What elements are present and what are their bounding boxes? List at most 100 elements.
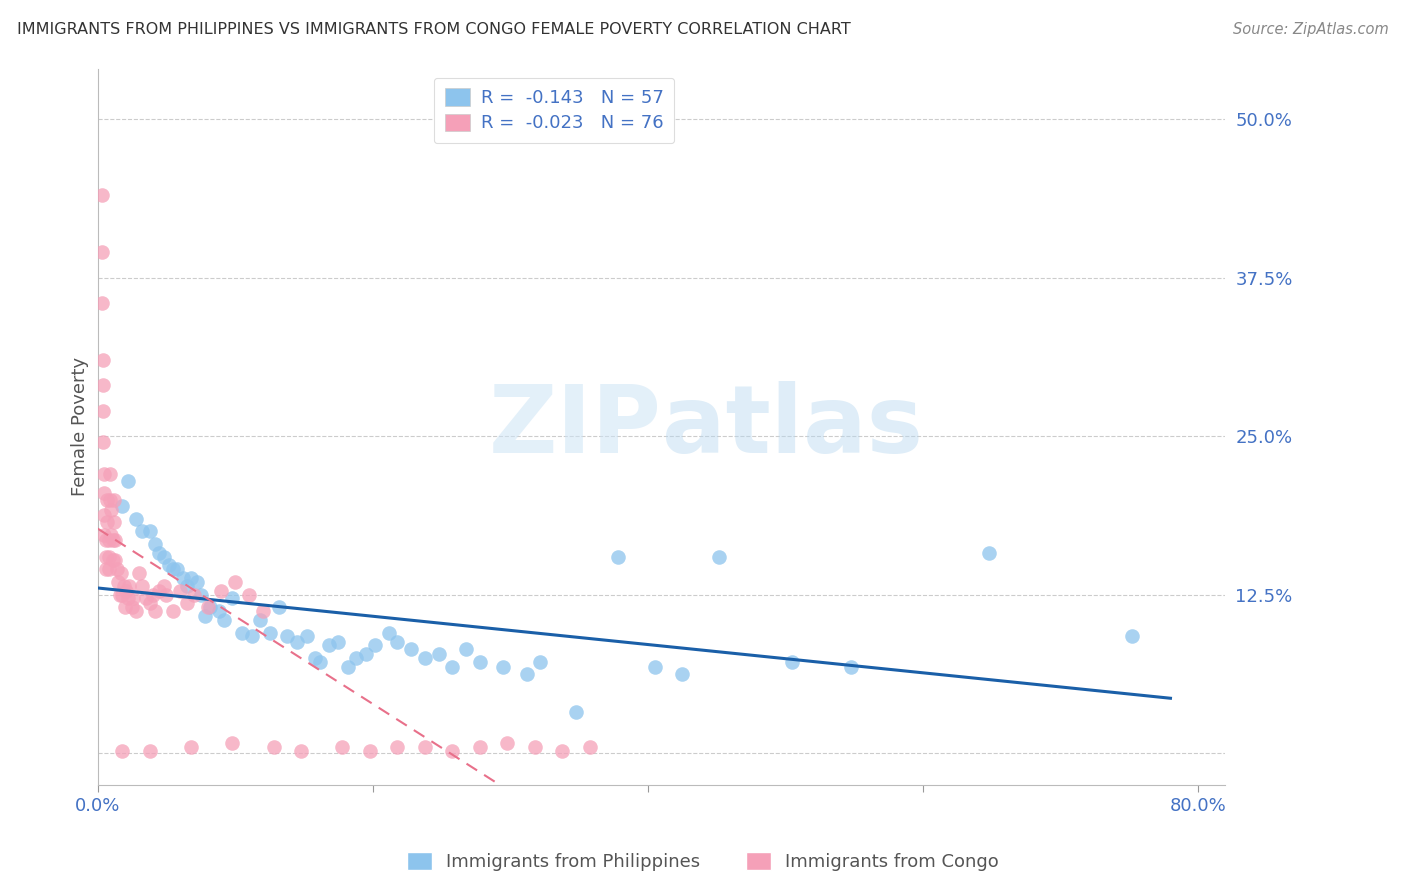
Point — [97, 562, 120, 576]
Point — [148, 546, 170, 560]
Point — [91, 378, 114, 392]
Y-axis label: Female Poverty: Female Poverty — [72, 357, 89, 496]
Point — [169, 583, 191, 598]
Point — [117, 474, 139, 488]
Point — [96, 492, 118, 507]
Point — [115, 583, 138, 598]
Point — [90, 245, 112, 260]
Point — [142, 588, 165, 602]
Point — [644, 660, 666, 674]
Point — [121, 600, 143, 615]
Point — [551, 743, 574, 757]
Point — [180, 739, 202, 754]
Point — [131, 524, 153, 539]
Point — [94, 549, 117, 564]
Point — [97, 533, 120, 547]
Point — [295, 629, 318, 643]
Point — [212, 613, 235, 627]
Point — [152, 549, 174, 564]
Point — [441, 743, 464, 757]
Point — [180, 571, 202, 585]
Point — [276, 629, 298, 643]
Point — [122, 591, 145, 606]
Point — [91, 353, 114, 368]
Point — [94, 562, 117, 576]
Point — [606, 549, 628, 564]
Point — [1121, 629, 1143, 643]
Point — [143, 537, 166, 551]
Point — [108, 588, 131, 602]
Point — [104, 533, 127, 547]
Point — [387, 739, 409, 754]
Point — [224, 574, 246, 589]
Point — [200, 600, 222, 615]
Point — [100, 528, 122, 542]
Point — [103, 492, 125, 507]
Point — [194, 609, 217, 624]
Point — [231, 625, 253, 640]
Point — [413, 651, 436, 665]
Point — [441, 660, 464, 674]
Point — [101, 533, 124, 547]
Point — [93, 508, 115, 522]
Legend: R =  -0.143   N = 57, R =  -0.023   N = 76: R = -0.143 N = 57, R = -0.023 N = 76 — [433, 78, 675, 143]
Point — [162, 562, 184, 576]
Point — [240, 629, 263, 643]
Point — [221, 736, 243, 750]
Point — [112, 579, 135, 593]
Point — [671, 667, 693, 681]
Point — [111, 499, 134, 513]
Point — [91, 435, 114, 450]
Point — [387, 634, 409, 648]
Point — [285, 634, 308, 648]
Point — [318, 638, 340, 652]
Point — [344, 651, 367, 665]
Point — [221, 591, 243, 606]
Point — [110, 566, 132, 580]
Point — [125, 604, 148, 618]
Point — [125, 511, 148, 525]
Point — [456, 642, 478, 657]
Point — [332, 739, 354, 754]
Point — [336, 660, 359, 674]
Point — [249, 613, 271, 627]
Point — [97, 549, 120, 564]
Point — [468, 655, 491, 669]
Point — [101, 553, 124, 567]
Point — [96, 516, 118, 530]
Point — [523, 739, 546, 754]
Point — [166, 562, 188, 576]
Point — [90, 296, 112, 310]
Point — [304, 651, 326, 665]
Text: Source: ZipAtlas.com: Source: ZipAtlas.com — [1233, 22, 1389, 37]
Point — [103, 516, 125, 530]
Point — [98, 467, 121, 482]
Text: IMMIGRANTS FROM PHILIPPINES VS IMMIGRANTS FROM CONGO FEMALE POVERTY CORRELATION : IMMIGRANTS FROM PHILIPPINES VS IMMIGRANT… — [17, 22, 851, 37]
Point — [259, 625, 281, 640]
Point — [413, 739, 436, 754]
Point — [328, 634, 350, 648]
Point — [263, 739, 285, 754]
Point — [209, 583, 232, 598]
Point — [378, 625, 401, 640]
Point — [172, 571, 194, 585]
Point — [977, 546, 1000, 560]
Point — [190, 588, 212, 602]
Point — [238, 588, 260, 602]
Point — [94, 533, 117, 547]
Point — [91, 404, 114, 418]
Point — [139, 743, 162, 757]
Point — [131, 579, 153, 593]
Point — [111, 588, 134, 602]
Point — [709, 549, 731, 564]
Point — [468, 739, 491, 754]
Point — [111, 743, 134, 757]
Point — [117, 591, 139, 606]
Point — [162, 604, 184, 618]
Point — [155, 588, 177, 602]
Point — [309, 655, 332, 669]
Point — [565, 706, 588, 720]
Point — [139, 524, 162, 539]
Point — [128, 566, 150, 580]
Point — [354, 647, 377, 661]
